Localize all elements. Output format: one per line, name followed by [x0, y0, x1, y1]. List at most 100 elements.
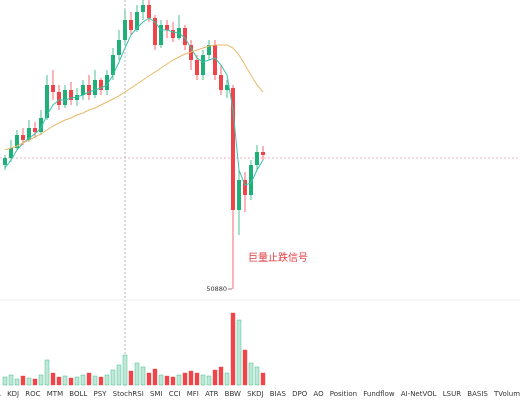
volume-bar	[176, 374, 182, 386]
indicator-tab[interactable]: KDJ	[7, 390, 20, 398]
volume-bar	[62, 375, 68, 386]
volume-bar	[2, 376, 8, 386]
candle-body	[213, 45, 217, 75]
indicator-tab[interactable]: LSUR	[442, 390, 462, 398]
candle-body	[135, 12, 139, 30]
volume-bar	[44, 359, 50, 386]
candle-body	[165, 25, 169, 30]
indicator-tab[interactable]: CCI	[168, 390, 181, 398]
volume-bar	[260, 372, 266, 386]
volume-bar	[104, 374, 110, 386]
volume-bar	[152, 368, 158, 386]
indicator-tab[interactable]: BOLL	[69, 390, 88, 398]
candle-body	[219, 75, 223, 90]
indicator-tab[interactable]: PSY	[93, 390, 107, 398]
candle-body	[27, 128, 31, 140]
low-label: 50880	[206, 285, 227, 293]
volume-bar	[200, 374, 206, 386]
indicator-tab[interactable]: MTM	[46, 390, 64, 398]
volume-bar	[50, 372, 56, 386]
candle-body	[87, 85, 91, 95]
indicator-tab[interactable]: AO	[313, 390, 324, 398]
candle-body	[153, 18, 157, 45]
candle-body	[255, 152, 259, 165]
volume-bar	[74, 376, 80, 386]
candle-body	[21, 135, 25, 140]
indicator-tab[interactable]: SKDJ	[247, 390, 264, 398]
volume-bar	[242, 349, 248, 386]
indicator-tab[interactable]: MFI	[186, 390, 199, 398]
candle-body	[261, 152, 265, 155]
candle-body	[93, 80, 97, 95]
candle-body	[99, 80, 103, 90]
candle-body	[117, 40, 121, 55]
volume-bar	[158, 374, 164, 386]
indicator-tab[interactable]: ATR	[205, 390, 219, 398]
candle-body	[201, 55, 205, 75]
indicator-tab[interactable]: Fundflow	[363, 390, 395, 398]
volume-bar	[116, 364, 122, 386]
volume-bar	[56, 376, 62, 386]
volume-bar	[212, 369, 218, 386]
volume-bar	[134, 362, 140, 386]
candle-body	[33, 128, 37, 132]
volume-bar	[38, 374, 44, 386]
candle-body	[231, 88, 235, 210]
indicator-tab[interactable]: AI-NetVOL	[400, 390, 437, 398]
candle-body	[45, 85, 49, 118]
candle-body	[15, 135, 19, 148]
indicator-tab[interactable]: DPO	[292, 390, 308, 398]
indicator-tab[interactable]: BIAS	[269, 390, 286, 398]
volume-bar	[32, 378, 38, 386]
candle-body	[225, 85, 229, 90]
moving-average	[4, 44, 264, 151]
candle-body	[207, 45, 211, 55]
candle-body	[69, 90, 73, 100]
annotation: 巨量止跌信号	[248, 251, 308, 264]
volume-bar	[218, 366, 224, 386]
candle-body	[9, 148, 13, 158]
volume-bar	[122, 354, 128, 386]
candle-body	[105, 75, 109, 90]
candle-body	[171, 30, 175, 38]
candle-body	[129, 20, 133, 30]
volume-bar	[146, 372, 152, 386]
candle-body	[195, 60, 199, 75]
volume-bar	[164, 375, 170, 386]
candle-body	[81, 85, 85, 95]
candle-body	[3, 158, 7, 165]
volume-bar	[68, 377, 74, 386]
volume-bar	[188, 370, 194, 386]
candle-body	[237, 180, 241, 210]
volume-bar	[128, 370, 134, 386]
volume-bar	[80, 374, 86, 386]
indicator-tab[interactable]: BASIS	[467, 390, 488, 398]
volume-bar	[230, 312, 236, 386]
volume-bar	[254, 366, 260, 386]
candle-body	[63, 90, 67, 105]
indicator-tab[interactable]: ROC	[25, 390, 41, 398]
candle-body	[249, 165, 253, 195]
indicator-tab[interactable]: BBW	[224, 390, 241, 398]
volume-bar	[110, 369, 116, 386]
volume-bar	[224, 372, 230, 386]
candle-body	[123, 20, 127, 40]
indicator-tab[interactable]: StochRSI	[112, 390, 144, 398]
indicator-tab[interactable]: Position	[329, 390, 358, 398]
volume-bar	[86, 372, 92, 386]
volume-bar	[194, 372, 200, 386]
candle-body	[159, 25, 163, 45]
candle-body	[51, 85, 55, 92]
volume-bar	[140, 366, 146, 386]
volume-bar	[92, 375, 98, 386]
indicator-tab[interactable]: SMI	[149, 390, 163, 398]
indicator-tab[interactable]: TVolume	[494, 390, 520, 398]
candle-body	[141, 5, 145, 12]
indicator-tab[interactable]: R	[0, 388, 1, 400]
volume-bar	[8, 374, 14, 386]
volume-bar	[236, 319, 242, 386]
moving-average	[4, 17, 264, 186]
volume-bar	[170, 376, 176, 386]
candle-body	[147, 5, 151, 18]
volume-bar	[20, 375, 26, 386]
